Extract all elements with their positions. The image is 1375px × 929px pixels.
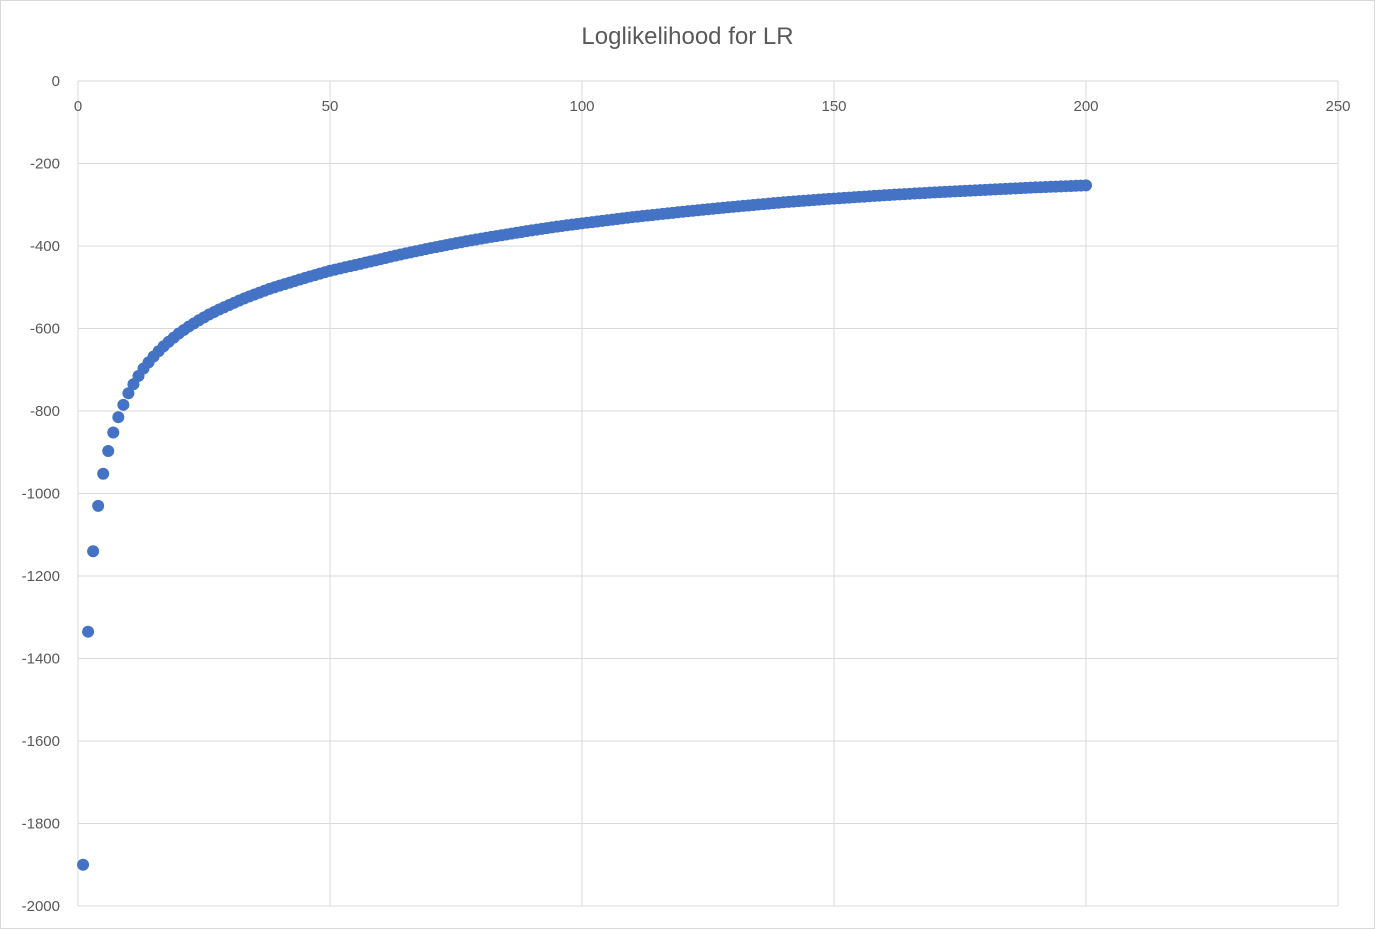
y-tick-label: -2000 [22,898,60,915]
x-tick-label: 200 [1073,98,1098,115]
data-point [470,233,483,246]
y-tick-label: -1800 [22,816,60,833]
data-point [1024,181,1037,194]
data-point [974,184,987,197]
data-point [671,206,684,219]
data-point [208,306,221,318]
x-tick-label: 250 [1325,98,1350,115]
y-tick-label: -1200 [22,568,60,585]
data-point [419,243,432,256]
data-point [495,229,508,242]
data-point [82,625,95,638]
data-point [283,276,296,289]
data-point [187,317,200,330]
data-point [520,225,533,238]
data-point [318,266,331,279]
data-point [379,251,392,264]
data-point [722,201,735,214]
x-tick-label: 50 [322,98,339,115]
data-point [268,281,281,294]
data-point [177,323,190,336]
data-point [570,217,583,230]
y-tick-label: -800 [30,403,60,420]
data-point [77,858,90,871]
data-point [873,189,886,202]
data-points [77,179,1092,871]
data-point [1074,179,1087,192]
x-tick-label: 100 [569,98,594,115]
data-point [117,398,130,411]
data-point [218,301,231,314]
data-point [822,192,835,205]
data-point [122,387,135,400]
y-tick-label: -1600 [22,733,60,750]
data-point [369,254,382,267]
data-point [198,311,210,324]
data-point [298,272,311,285]
data-point [545,221,558,234]
y-tick-label: -1400 [22,651,60,668]
x-tick-label: 0 [74,98,82,115]
data-point [621,211,634,224]
data-point [238,292,251,305]
data-point [228,296,241,309]
data-point [258,284,271,297]
y-tick-label: -200 [30,156,60,173]
data-point [92,499,105,512]
y-tick-labels: 0 -200 -400 -600 -800 -1000 -1200 -1400 -1600 -18… [22,73,60,915]
x-tick-labels: 0 50 100 150 200 250 [74,98,1351,115]
data-point [923,186,936,199]
chart-title: Loglikelihood for LR [581,23,794,50]
x-tick-label: 150 [821,98,846,115]
y-tick-label: 0 [52,73,60,90]
data-point [344,260,357,273]
y-tick-label: -600 [30,321,60,338]
data-point [248,288,261,301]
data-point [97,467,110,480]
y-tick-label: -400 [30,238,60,255]
y-tick-label: -1000 [22,486,60,503]
data-point [112,411,125,424]
grid-lines [77,80,1339,907]
data-point [394,248,407,261]
data-point [87,545,100,558]
data-point [444,238,457,251]
data-point [107,426,120,439]
data-point [772,196,785,209]
data-point [102,445,115,458]
